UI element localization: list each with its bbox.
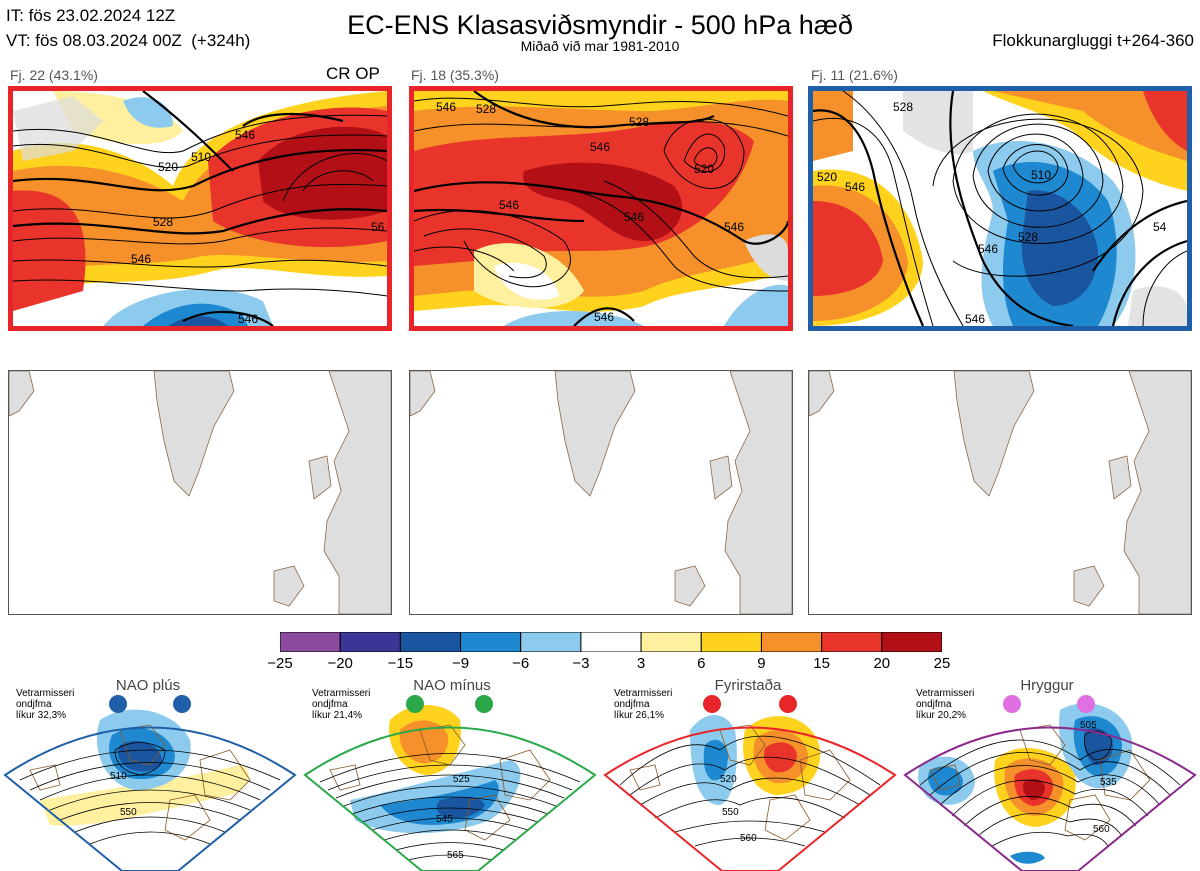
colorbar-tick: 15 bbox=[813, 655, 830, 672]
cluster-1-map: 528 546 520 510 546 546 56 bbox=[8, 86, 392, 331]
colorbar-swatch bbox=[700, 631, 762, 653]
colorbar-swatches bbox=[279, 631, 943, 653]
cluster-1-contour-label: 528 bbox=[153, 215, 173, 229]
colorbar-tick: 25 bbox=[933, 655, 951, 672]
regime-2-note: Vetrarmisseri ondjfma líkur 21,4% bbox=[312, 688, 371, 721]
cluster-3-contour-label: 546 bbox=[965, 312, 985, 326]
cluster-2-contour-label: 546 bbox=[499, 198, 519, 212]
regime-2-map: 525 545 565 bbox=[303, 695, 597, 871]
regime-3-contour-label: 550 bbox=[722, 807, 739, 818]
regime-1-contour-label: 510 bbox=[110, 771, 127, 782]
colorbar-swatch bbox=[640, 631, 702, 653]
regime-2-contour-label: 565 bbox=[447, 850, 464, 861]
regime-3-note: Vetrarmisseri ondjfma líkur 26,1% bbox=[614, 688, 673, 721]
empty-map-3 bbox=[808, 370, 1192, 615]
regime-1-map: 510 550 bbox=[3, 695, 297, 871]
regime-4-map: 505 535 560 bbox=[903, 695, 1197, 871]
colorbar-swatch bbox=[460, 631, 522, 653]
valid-time: VT: fös 08.03.2024 00Z (+324h) bbox=[6, 31, 250, 51]
cluster-2-contour-label: 546 bbox=[594, 310, 614, 324]
cluster-2-contour-label: 520 bbox=[694, 162, 714, 176]
colorbar-tick: 20 bbox=[873, 655, 891, 672]
empty-map-1 bbox=[8, 370, 392, 615]
regime-4-title: Hryggur bbox=[1020, 677, 1074, 694]
regime-4-note: Vetrarmisseri ondjfma líkur 20,2% bbox=[916, 688, 975, 721]
cluster-2-contour-label: 546 bbox=[436, 100, 456, 114]
cluster-2-contour-label: 528 bbox=[629, 115, 649, 129]
regime-1-note: Vetrarmisseri ondjfma líkur 32,3% bbox=[16, 688, 75, 721]
cluster-1-contour-label: 56 bbox=[371, 220, 385, 234]
colorbar-swatch bbox=[339, 631, 401, 653]
cluster-3-contour-label: 528 bbox=[1018, 230, 1038, 244]
regime-4-contour-label: 560 bbox=[1093, 824, 1110, 835]
regime-1-contour-label: 550 bbox=[120, 807, 137, 818]
valid-time-text: VT: fös 08.03.2024 00Z bbox=[6, 31, 182, 50]
cluster-3-contour-label: 546 bbox=[845, 180, 865, 194]
cluster-3-contour-label: 520 bbox=[817, 170, 837, 184]
colorbar-tick: −25 bbox=[267, 655, 293, 672]
cluster-1-contour-label: 520 bbox=[158, 160, 178, 174]
cluster-3-label: Fj. 11 (21.6%) bbox=[811, 67, 898, 83]
classification-window: Flokkunargluggi t+264-360 bbox=[992, 31, 1194, 50]
colorbar-swatch bbox=[399, 631, 462, 653]
colorbar-tick: 6 bbox=[697, 655, 706, 672]
regime-row: Vetrarmisseri ondjfma líkur 32,3% NAO pl… bbox=[0, 676, 1200, 871]
cluster-1-contour-label: 546 bbox=[238, 312, 258, 326]
colorbar-tick: 3 bbox=[636, 655, 646, 672]
cluster-2-contour-label: 546 bbox=[590, 140, 610, 154]
lead-time: (+324h) bbox=[191, 31, 251, 50]
colorbar-tick: −9 bbox=[451, 655, 470, 672]
cluster-2-map: 546 528 528 546 520 546 546 546 546 bbox=[409, 86, 793, 331]
colorbar-tick: −15 bbox=[387, 655, 414, 672]
page-title: EC-ENS Klasasviðsmyndir - 500 hPa hæð bbox=[347, 10, 853, 40]
colorbar-tick: −20 bbox=[327, 655, 353, 672]
colorbar-tick: −6 bbox=[512, 655, 530, 672]
regime-3-title: Fyrirstaða bbox=[714, 677, 782, 694]
cluster-3-map: 520 528 546 510 528 546 546 54 bbox=[808, 86, 1192, 331]
cluster-1-contour-label: 546 bbox=[131, 252, 151, 266]
regime-2-contour-label: 525 bbox=[453, 774, 470, 785]
colorbar-tick: −3 bbox=[572, 655, 590, 672]
page-subtitle: Miðað við mar 1981-2010 bbox=[520, 38, 680, 54]
regime-3-contour-label: 560 bbox=[740, 833, 757, 844]
regime-4-contour-label: 505 bbox=[1080, 720, 1097, 731]
cluster-3-contour-label: 546 bbox=[978, 242, 998, 256]
cluster-1-contour-label: 510 bbox=[191, 150, 211, 164]
empty-map-2 bbox=[409, 370, 793, 615]
cluster-2-contour-label: 546 bbox=[724, 220, 744, 234]
regime-1-title: NAO plús bbox=[115, 677, 181, 694]
regime-2-title: NAO mínus bbox=[413, 677, 491, 694]
colorbar bbox=[279, 631, 943, 653]
cluster-2-contour-label: 546 bbox=[624, 210, 644, 224]
cluster-1-label: Fj. 22 (43.1%) bbox=[10, 67, 98, 83]
cluster-3-contour-label: 54 bbox=[1153, 220, 1167, 234]
regime-2-contour-label: 545 bbox=[436, 814, 453, 825]
regime-3-contour-label: 520 bbox=[720, 774, 737, 785]
colorbar-tick: 9 bbox=[757, 655, 766, 672]
colorbar-ticks: −25 −20 −15 −9 −6 −3 3 6 9 15 20 25 bbox=[267, 655, 950, 675]
regime-3-map: 520 550 560 bbox=[603, 695, 897, 871]
colorbar-swatch bbox=[760, 631, 823, 653]
colorbar-swatch bbox=[881, 631, 943, 653]
crop-label: CR OP bbox=[326, 64, 380, 83]
regime-4-contour-label: 535 bbox=[1100, 777, 1117, 788]
colorbar-swatch bbox=[821, 631, 883, 653]
cluster-1-contour-label: 546 bbox=[235, 128, 255, 142]
colorbar-swatch bbox=[279, 631, 341, 653]
cluster-3-contour-label: 510 bbox=[1031, 168, 1051, 182]
colorbar-swatch bbox=[520, 631, 582, 653]
init-time: IT: fös 23.02.2024 12Z bbox=[6, 6, 176, 25]
colorbar-swatch bbox=[580, 631, 642, 653]
cluster-2-label: Fj. 18 (35.3%) bbox=[411, 67, 499, 83]
cluster-2-contour-label: 528 bbox=[476, 102, 496, 116]
cluster-3-contour-label: 528 bbox=[893, 100, 913, 114]
